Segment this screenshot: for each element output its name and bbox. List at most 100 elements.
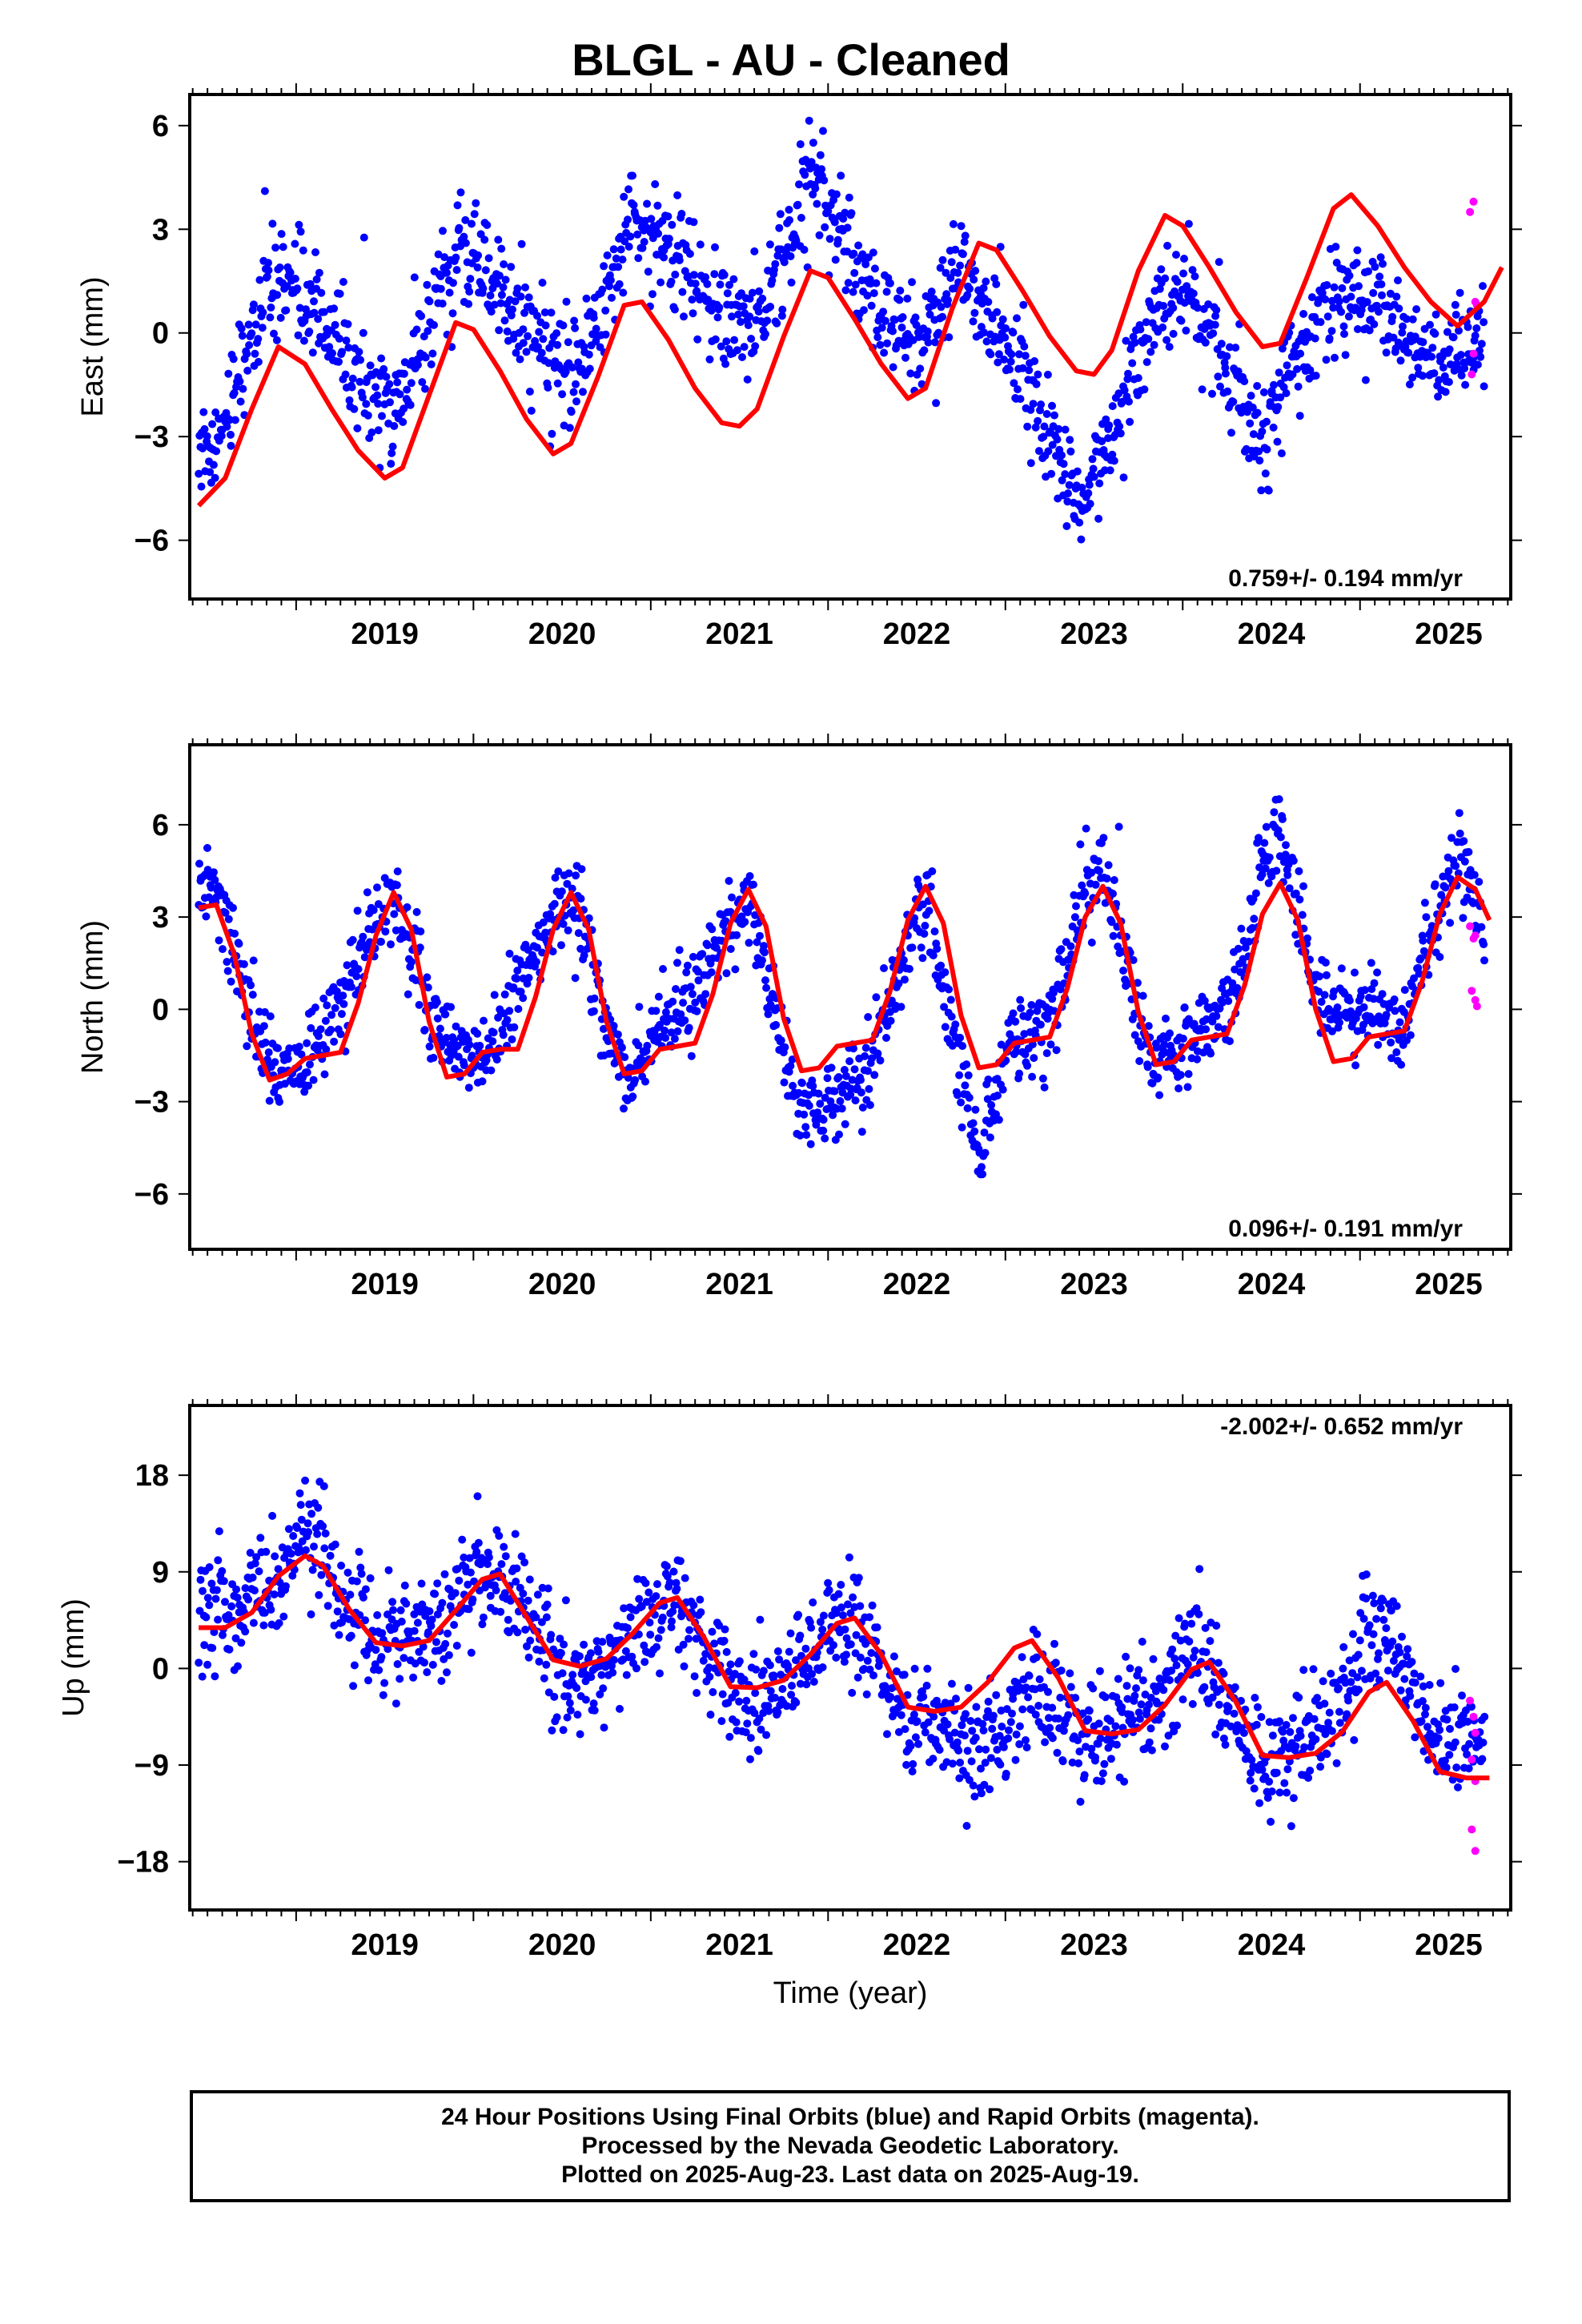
up-data-point	[775, 1655, 784, 1664]
up-data-point	[1434, 1734, 1443, 1743]
north-data-point	[266, 1012, 275, 1021]
up-data-point	[595, 1662, 604, 1671]
east-data-point	[335, 289, 344, 298]
up-data-point	[841, 1625, 849, 1634]
up-data-point	[838, 1611, 847, 1620]
east-data-point	[244, 320, 253, 329]
east-data-point	[606, 275, 615, 284]
up-data-point	[616, 1704, 624, 1713]
east-data-point	[1445, 345, 1454, 354]
up-data-point	[742, 1696, 751, 1705]
north-data-point	[203, 843, 211, 852]
up-data-point	[564, 1692, 572, 1701]
up-data-point	[380, 1679, 389, 1687]
east-data-point	[1361, 376, 1370, 384]
east-data-point	[1144, 335, 1153, 344]
up-data-point	[214, 1615, 223, 1624]
east-data-point	[1473, 360, 1482, 369]
east-data-point	[1282, 389, 1291, 397]
east-data-point	[881, 316, 889, 325]
up-data-point	[301, 1476, 310, 1485]
east-data-point	[1023, 422, 1032, 431]
north-data-point	[681, 1016, 689, 1025]
east-data-point	[628, 171, 636, 180]
east-data-point	[1363, 298, 1371, 307]
east-data-point	[338, 348, 347, 356]
east-data-point	[970, 308, 979, 317]
up-data-point	[955, 1774, 964, 1783]
east-data-point	[1351, 304, 1360, 312]
up-data-point	[466, 1568, 475, 1577]
east-data-point	[1255, 447, 1263, 456]
up-data-point	[1255, 1799, 1264, 1807]
up-data-point	[1048, 1703, 1057, 1712]
north-data-point	[377, 938, 385, 946]
east-data-point	[390, 422, 399, 430]
north-data-point	[1023, 1061, 1032, 1070]
up-data-point	[547, 1630, 556, 1639]
up-data-point	[824, 1578, 833, 1587]
up-data-point	[1344, 1696, 1353, 1705]
up-data-point	[1187, 1619, 1196, 1628]
up-data-point	[219, 1630, 227, 1639]
north-data-point	[761, 976, 769, 985]
north-data-point	[864, 1013, 873, 1021]
north-data-point	[712, 943, 721, 952]
east-data-point	[1335, 297, 1343, 306]
east-data-point	[417, 312, 426, 320]
up-data-point	[782, 1702, 791, 1711]
east-data-point	[696, 240, 705, 249]
up-data-point	[867, 1649, 876, 1658]
east-data-point	[310, 308, 319, 317]
north-data-point	[1351, 968, 1359, 977]
east-data-point	[500, 260, 508, 268]
north-data-point	[509, 983, 518, 991]
up-data-point	[766, 1687, 775, 1695]
east-data-point	[497, 291, 506, 300]
up-data-point	[1367, 1641, 1376, 1650]
up-data-point	[596, 1690, 604, 1699]
east-data-point	[738, 353, 746, 361]
east-data-point	[969, 317, 978, 326]
east-data-point	[1136, 325, 1145, 334]
east-data-point	[1375, 308, 1383, 316]
up-data-point	[1353, 1673, 1362, 1682]
up-data-point	[486, 1591, 495, 1600]
up-data-point	[1443, 1715, 1452, 1724]
up-data-point	[504, 1615, 512, 1624]
east-data-point	[1426, 320, 1434, 329]
east-data-point	[455, 223, 464, 232]
up-data-point	[1268, 1731, 1277, 1740]
up-data-point	[978, 1719, 987, 1728]
up-data-point	[1147, 1746, 1156, 1755]
up-data-point	[356, 1563, 365, 1572]
east-data-point	[407, 379, 416, 388]
up-data-point	[982, 1745, 990, 1754]
north-data-point	[1114, 822, 1123, 831]
north-data-point	[1078, 881, 1086, 890]
up-data-point	[962, 1822, 971, 1830]
north-data-point	[403, 903, 412, 911]
up-data-point	[1375, 1676, 1383, 1684]
east-data-point	[558, 390, 567, 399]
north-data-point	[1295, 866, 1303, 875]
north-data-point	[698, 950, 707, 959]
up-data-point	[208, 1643, 217, 1652]
east-data-point	[751, 342, 760, 351]
east-data-point	[443, 268, 451, 277]
north-data-point	[688, 990, 697, 999]
up-data-point	[1411, 1733, 1419, 1742]
up-data-point	[521, 1626, 530, 1634]
east-data-point	[1240, 377, 1249, 386]
east-data-point	[291, 239, 299, 248]
up-data-point	[1050, 1639, 1058, 1648]
north-rapid-orbit-point	[1466, 922, 1475, 931]
up-data-point	[971, 1734, 980, 1742]
north-x-tick-label: 2020	[528, 1268, 596, 1301]
north-data-point	[1009, 1009, 1018, 1018]
east-data-point	[653, 201, 662, 210]
up-data-point	[391, 1699, 400, 1708]
up-data-point	[472, 1547, 481, 1556]
east-data-point	[1322, 356, 1331, 364]
north-data-point	[965, 1093, 974, 1102]
